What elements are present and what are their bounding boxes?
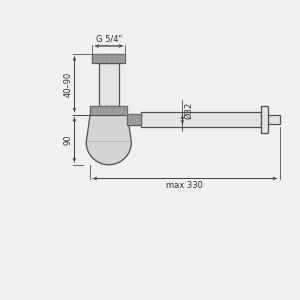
Polygon shape — [86, 142, 131, 165]
Bar — [92, 54, 125, 63]
Bar — [99, 63, 118, 106]
Text: max 330: max 330 — [167, 182, 203, 190]
Polygon shape — [86, 115, 131, 142]
Bar — [268, 115, 280, 124]
Bar — [141, 112, 261, 127]
Bar — [261, 106, 268, 133]
Bar — [90, 106, 128, 115]
Text: Ø32: Ø32 — [184, 101, 194, 119]
Text: 40–90: 40–90 — [64, 72, 73, 97]
Text: G 5/4": G 5/4" — [96, 34, 122, 43]
Bar — [128, 114, 141, 125]
Text: 90: 90 — [64, 134, 73, 145]
